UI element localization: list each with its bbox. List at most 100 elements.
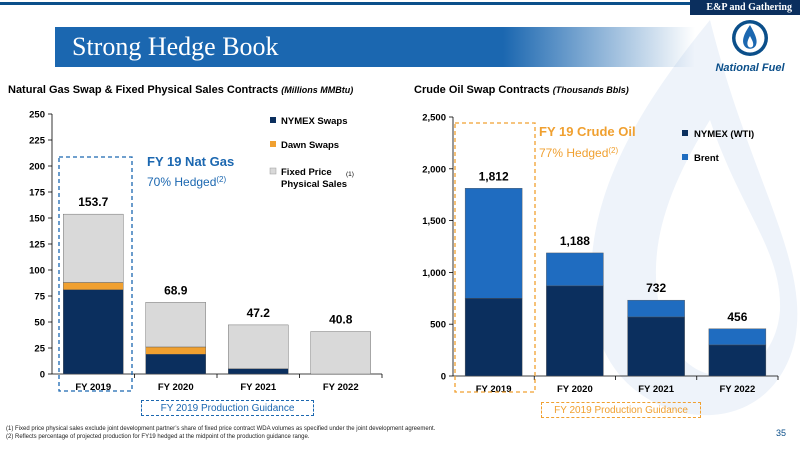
bar-segment (145, 302, 206, 348)
bar-segment (546, 252, 604, 287)
y-tick-label: 200 (29, 162, 45, 173)
bar-segment (145, 346, 206, 355)
y-tick-label: 100 (29, 266, 45, 277)
x-tick-labels: FY 2019 FY 2020 FY 2021 FY 2022 (476, 376, 779, 395)
right-guidance-label: FY 2019 Production Guidance (541, 402, 701, 418)
y-tick-label: 75 (34, 292, 45, 303)
x-tick-label: FY 2020 (158, 382, 194, 393)
right-heading-text: Crude Oil Swap Contracts (414, 84, 550, 96)
x-tick-label: FY 2022 (323, 382, 359, 393)
crude-oil-chart: 0 500 1,000 1,500 2,000 2,500 1,812 1,188 732 45… (422, 113, 779, 395)
legend-label-fixed-sup: (1) (346, 171, 354, 178)
fy19-guidance-box (58, 156, 133, 392)
y-tick-label: 0 (40, 370, 45, 381)
flame-icon: National Fuel (715, 20, 785, 74)
bar-segment (228, 368, 289, 375)
callout-text: 77% Hedged(2) (539, 146, 619, 160)
legend-label-wti: NYMEX (WTI) (694, 129, 754, 140)
callout-title: FY 19 Nat Gas (147, 154, 234, 169)
bar-segment (63, 282, 124, 290)
data-label: 47.2 (247, 306, 271, 320)
y-tick-label: 150 (29, 214, 45, 225)
x-tick-labels: FY 2019 FY 2020 FY 2021 FY 2022 (75, 374, 383, 393)
y-tick-label: 0 (441, 372, 446, 383)
page-number: 35 (776, 428, 787, 438)
bar-segment (627, 316, 685, 377)
bar-segment (546, 285, 604, 377)
y-tick-label: 500 (430, 320, 446, 331)
legend-swatch-brent (682, 154, 688, 160)
bar-segment (464, 298, 523, 377)
footnote-1: (1) Fixed price physical sales exclude j… (6, 426, 436, 432)
y-tick-label: 50 (34, 318, 45, 329)
data-label: 68.9 (164, 283, 188, 297)
callout-sup: (2) (216, 175, 226, 184)
data-label: 40.8 (329, 313, 353, 327)
y-tick-label: 2,000 (422, 164, 446, 175)
y-tick-label: 1,000 (422, 268, 446, 279)
bar-segment (464, 188, 523, 299)
y-tick-label: 225 (29, 136, 46, 147)
bar-segment (708, 344, 767, 377)
left-guidance-label: FY 2019 Production Guidance (141, 400, 314, 416)
page-title: Strong Hedge Book (72, 32, 279, 61)
logo-text: National Fuel (715, 62, 785, 74)
bar-segment (63, 289, 124, 375)
bars (63, 213, 371, 375)
header-rule (0, 0, 690, 10)
y-tick-label: 250 (29, 110, 45, 121)
natural-gas-chart: 0 25 50 75 100 125 150 175 200 225 250 153.7 68.9 47… (29, 110, 383, 393)
bar-segment (228, 324, 289, 370)
x-tick-label: FY 2019 (476, 384, 512, 395)
y-tick-label: 25 (34, 344, 45, 355)
legend-label-dawn: Dawn Swaps (281, 140, 339, 151)
left-chart-heading: Natural Gas Swap & Fixed Physical Sales … (8, 84, 353, 96)
y-tick-label: 2,500 (422, 113, 446, 124)
x-tick-label: FY 2022 (720, 384, 756, 395)
callout-pct: 77% Hedged (539, 146, 608, 160)
callout-pct: 70% Hedged (147, 175, 216, 189)
right-heading-unit: (Thousands Bbls) (552, 85, 629, 95)
x-tick-label: FY 2019 (75, 382, 111, 393)
bars (464, 188, 767, 377)
x-tick-label: FY 2021 (638, 384, 674, 395)
x-tick-label: FY 2021 (240, 382, 276, 393)
y-tick-label: 175 (29, 188, 46, 199)
left-heading-text: Natural Gas Swap & Fixed Physical Sales … (8, 84, 279, 96)
footnote-2: (2) Reflects percentage of projected pro… (6, 434, 310, 440)
data-labels: 1,812 1,188 732 456 (479, 169, 748, 323)
data-label: 456 (727, 310, 747, 324)
national-fuel-logo: National Fuel (708, 16, 792, 76)
legend-swatch-wti (682, 130, 688, 136)
footnotes: (1) Fixed price physical sales exclude j… (6, 425, 706, 441)
bar-segment (708, 328, 767, 346)
legend-swatch-dawn (270, 141, 276, 147)
data-labels: 153.7 68.9 47.2 40.8 (78, 195, 353, 326)
y-tick-label: 1,500 (422, 216, 446, 227)
data-label: 732 (646, 281, 666, 295)
data-label: 1,188 (560, 234, 590, 248)
callout-sup: (2) (608, 146, 618, 155)
legend: NYMEX (WTI) Brent (682, 129, 754, 164)
title-bar (55, 27, 695, 67)
legend-label-nymex: NYMEX Swaps (281, 116, 348, 127)
legend: NYMEX Swaps Dawn Swaps Fixed Price (1) P… (269, 116, 354, 190)
y-tick-label: 125 (29, 240, 46, 251)
legend-label-fixed-2: Physical Sales (281, 179, 347, 190)
callout-text: 70% Hedged(2) (147, 175, 227, 189)
right-chart-heading: Crude Oil Swap Contracts (Thousands Bbls… (414, 84, 629, 96)
legend-swatch-nymex (270, 117, 276, 123)
left-heading-unit: (Millions MMBtu) (281, 85, 354, 95)
x-tick-label: FY 2020 (557, 384, 593, 395)
legend-swatch-fixed (269, 167, 277, 175)
legend-label-brent: Brent (694, 153, 720, 164)
bar-segment (145, 354, 206, 375)
callout-title: FY 19 Crude Oil (539, 124, 636, 139)
bar-segment (627, 299, 685, 318)
bar-segment (63, 213, 124, 283)
section-tag: E&P and Gathering (690, 0, 800, 15)
fy19-guidance-box (454, 122, 536, 393)
data-label: 1,812 (479, 169, 509, 183)
legend-label-fixed-1: Fixed Price (281, 167, 332, 178)
bar-segment (310, 331, 371, 375)
